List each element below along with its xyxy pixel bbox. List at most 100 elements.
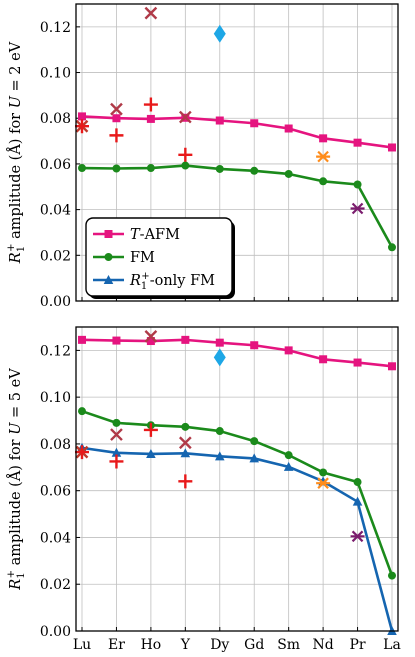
data-point-square — [319, 355, 328, 364]
data-point-triangle — [111, 447, 122, 457]
chart-panel-2: 0.00 0.02 0.04 0.06 0.08 0.10 0.12 Lu Er Ho Y Dy Gd S… — [40, 326, 401, 653]
y-tick-label: 0.10 — [40, 390, 71, 406]
data-point-square — [112, 336, 121, 345]
data-point-triangle — [352, 496, 363, 506]
reference-point-plus — [143, 97, 158, 112]
data-point-circle — [78, 407, 86, 416]
data-point-triangle — [180, 448, 191, 458]
reference-point-plus — [109, 128, 124, 143]
series-line-triangle — [81, 446, 394, 632]
x-tick-label: Lu — [73, 637, 91, 653]
data-point-circle — [250, 437, 259, 446]
x-tick-label: Pr — [349, 637, 365, 653]
data-point-circle — [215, 164, 224, 173]
data-point-square — [250, 119, 259, 128]
data-point-circle — [112, 418, 121, 427]
reference-point-x — [144, 6, 158, 20]
x-tick-label: Dy — [210, 637, 229, 653]
reference-point-star — [350, 202, 365, 215]
data-point-circle — [78, 164, 86, 173]
y-tick-label: 0.04 — [40, 530, 71, 546]
data-point-circle — [388, 571, 396, 580]
data-point-square — [78, 112, 86, 121]
reference-point-x — [178, 436, 192, 450]
series-line-circle — [81, 164, 394, 248]
plot-frame — [75, 3, 399, 302]
y-tick-label: 0.00 — [40, 294, 71, 310]
y-tick-label: 0.12 — [40, 20, 71, 36]
legend-marker-square — [104, 230, 113, 238]
data-point-square — [78, 335, 86, 344]
legend-label: FM — [130, 250, 155, 266]
data-point-circle — [146, 164, 155, 173]
legend-marker-circle — [104, 253, 113, 261]
legend-box — [85, 217, 233, 297]
data-point-triangle — [214, 451, 225, 461]
data-point-circle — [181, 161, 190, 170]
reference-point-plus — [178, 474, 193, 489]
data-point-square — [112, 114, 121, 123]
reference-point-plus — [109, 454, 124, 469]
y-tick-label: 0.10 — [40, 66, 71, 82]
x-tick-label: Nd — [313, 637, 334, 653]
data-point-circle — [353, 478, 362, 487]
series-line-circle — [81, 409, 394, 577]
x-tick-label: Y — [180, 637, 191, 653]
reference-point-star — [316, 150, 331, 163]
reference-point-diamond — [213, 24, 226, 43]
data-point-square — [388, 362, 396, 371]
chart-panel-1: 0.00 0.02 0.04 0.06 0.08 0.10 0.12 T-AFM FM R1+-o… — [40, 3, 399, 310]
data-point-triangle — [283, 461, 294, 471]
y-tick-label: 0.08 — [40, 437, 71, 453]
data-point-square — [284, 124, 293, 133]
data-point-square — [181, 335, 190, 344]
x-tick-label: La — [383, 637, 401, 653]
data-point-circle — [319, 177, 328, 186]
data-point-triangle — [249, 453, 260, 463]
series-line-square — [81, 115, 393, 149]
y-axis-label: R1+ amplitude (Å) for U = 2 eV — [6, 41, 27, 264]
y-tick-label: 0.12 — [40, 343, 71, 359]
series-line-square — [81, 338, 393, 368]
data-point-circle — [284, 169, 293, 178]
x-tick-label: Ho — [141, 637, 162, 653]
data-point-circle — [181, 422, 190, 431]
y-tick-label: 0.08 — [40, 111, 71, 127]
data-point-square — [284, 346, 293, 355]
reference-point-star — [350, 530, 365, 543]
data-point-square — [146, 337, 155, 346]
reference-point-plus — [75, 119, 89, 134]
data-point-square — [146, 114, 155, 123]
x-tick-label: Er — [108, 637, 125, 653]
data-point-square — [250, 341, 259, 350]
reference-point-plus — [75, 445, 89, 460]
reference-point-x — [144, 330, 158, 343]
y-tick-label: 0.00 — [40, 624, 71, 640]
y-tick-label: 0.04 — [40, 203, 71, 219]
plot-frame — [75, 326, 399, 632]
data-point-square — [215, 116, 224, 125]
y-tick-label: 0.02 — [40, 248, 71, 264]
y-tick-label: 0.06 — [40, 484, 71, 500]
data-point-square — [353, 358, 362, 367]
reference-point-star — [316, 477, 331, 489]
data-point-circle — [388, 243, 396, 252]
data-point-circle — [284, 451, 293, 460]
y-tick-label: 0.02 — [40, 577, 71, 593]
data-point-circle — [112, 164, 121, 173]
legend-label: T-AFM — [130, 227, 180, 243]
reference-point-plus — [178, 147, 193, 162]
data-point-triangle — [146, 448, 156, 458]
data-point-square — [388, 143, 396, 152]
data-point-circle — [250, 166, 259, 175]
data-point-square — [319, 134, 328, 143]
reference-point-x — [110, 428, 123, 441]
x-tick-label: Sm — [277, 637, 300, 653]
reference-point-x — [110, 102, 123, 116]
legend-label: R1+-only FM — [129, 271, 215, 292]
reference-point-diamond — [213, 348, 226, 367]
y-axis-label: R1+ amplitude (Å) for U = 5 eV — [6, 368, 27, 591]
data-point-square — [215, 338, 224, 347]
data-point-circle — [215, 427, 224, 436]
